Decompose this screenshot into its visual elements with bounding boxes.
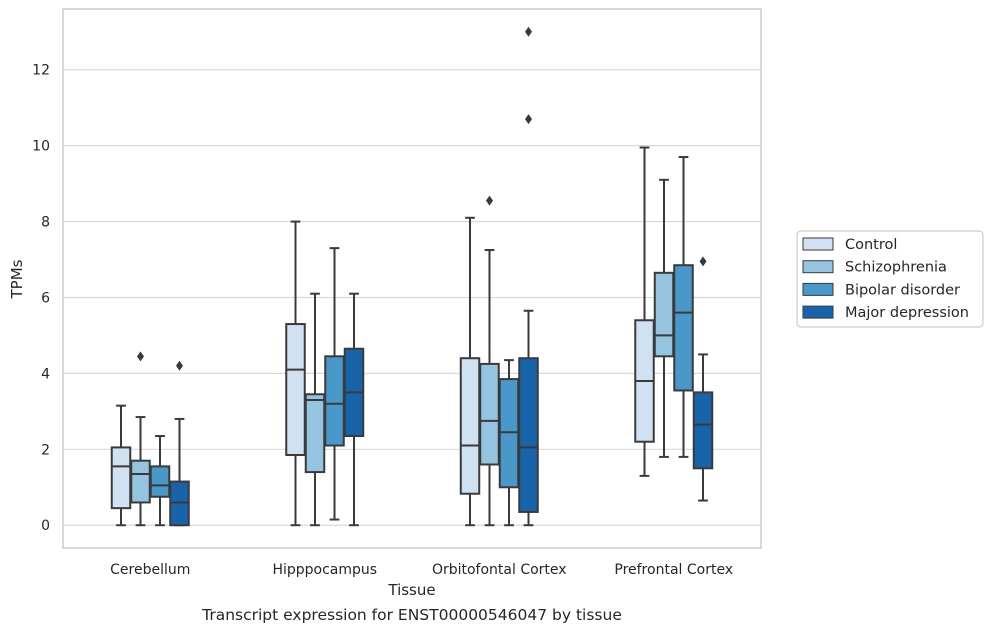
box-1-1 <box>304 292 326 527</box>
y-tick-label: 0 <box>41 518 50 534</box>
legend-label-1: Schizophrenia <box>845 260 947 276</box>
box-body <box>324 355 345 447</box>
box-2-3 <box>518 26 539 527</box>
box-2-1 <box>479 195 500 527</box>
legend-label-3: Major depression <box>845 305 969 321</box>
legend-swatch-3 <box>802 305 834 319</box>
box-body <box>653 271 675 358</box>
box-3-2 <box>673 156 694 458</box>
x-tick-label: Hipppocampus <box>272 562 377 578</box>
legend-swatch-0 <box>802 237 834 251</box>
chart-caption: Transcript expression for ENST0000054604… <box>202 606 622 624</box>
box-3-3 <box>692 256 714 502</box>
box-0-0 <box>110 404 132 527</box>
box-1-3 <box>343 292 365 527</box>
legend-label-2: Bipolar disorder <box>845 282 960 298</box>
y-tick-label: 8 <box>41 215 50 231</box>
outlier-point <box>525 26 532 37</box>
y-tick-label: 10 <box>32 139 50 155</box>
legend-frame <box>796 230 984 328</box>
box-body <box>149 465 171 498</box>
box-body <box>459 357 481 495</box>
box-1-2 <box>324 247 345 521</box>
y-tick-label: 12 <box>32 63 50 79</box>
legend-label-0: Control <box>845 237 897 253</box>
outlier-point <box>176 360 183 371</box>
box-0-2 <box>149 435 171 527</box>
box-body <box>673 264 694 392</box>
box-0-3 <box>169 360 190 527</box>
y-axis-label: TPMs <box>8 259 26 299</box>
legend-swatch-2 <box>802 282 834 296</box>
legend: Control Schizophrenia Bipolar disorder Majo… <box>796 230 984 328</box>
x-tick-label: Orbitofontal Cortex <box>432 562 567 578</box>
y-tick-labels: 0 2 4 6 8 10 12 <box>32 63 50 534</box>
plot-frame <box>62 8 762 549</box>
x-tick-labels: Cerebellum Hipppocampus Orbitofontal Corte… <box>110 562 733 578</box>
box-3-1 <box>653 178 675 458</box>
box-body <box>285 323 306 457</box>
box-body <box>110 446 132 510</box>
x-tick-label: Cerebellum <box>110 562 190 578</box>
box-body <box>304 393 326 474</box>
box-2-0 <box>459 216 481 527</box>
x-tick-label: Prefrontal Cortex <box>614 562 733 578</box>
y-tick-label: 4 <box>41 366 50 382</box>
box-1-0 <box>285 220 306 527</box>
outlier-point <box>137 351 144 362</box>
box-2-2 <box>498 359 520 527</box>
outlier-point <box>486 195 493 206</box>
outlier-point <box>525 114 532 125</box>
legend-swatch-1 <box>802 260 834 274</box>
box-body <box>130 459 151 504</box>
x-axis-label: Tissue <box>387 581 435 599</box>
box-body <box>518 357 539 513</box>
boxes <box>110 26 714 527</box>
y-tick-label: 2 <box>41 442 50 458</box>
y-tick-label: 6 <box>41 290 50 306</box>
box-body <box>479 362 500 466</box>
box-0-1 <box>130 351 151 527</box>
box-3-0 <box>634 146 655 477</box>
box-body <box>692 391 714 470</box>
outlier-point <box>699 256 707 267</box>
